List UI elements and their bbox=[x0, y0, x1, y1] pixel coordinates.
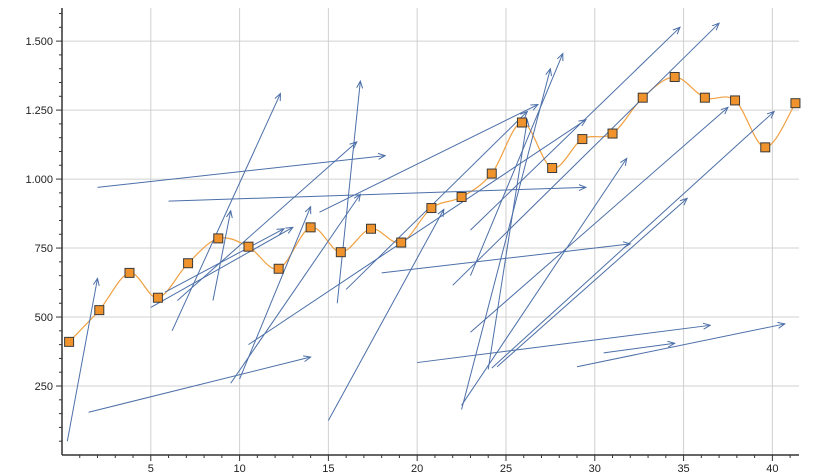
vector-arrow bbox=[491, 111, 774, 369]
vector-arrow bbox=[496, 198, 687, 368]
vector-arrow bbox=[461, 69, 551, 410]
scatter-point bbox=[669, 71, 680, 82]
vector-arrow bbox=[66, 278, 97, 442]
vector-arrow bbox=[97, 156, 386, 188]
vector-arrow bbox=[470, 27, 680, 231]
grid-lines bbox=[62, 8, 799, 455]
scatter-point bbox=[94, 305, 105, 316]
scatter-point bbox=[152, 292, 163, 303]
vector-arrow bbox=[150, 227, 293, 308]
vector-arrow bbox=[168, 187, 586, 202]
scatter-point bbox=[273, 263, 284, 274]
y-tick-label: 1.250 bbox=[25, 105, 53, 117]
y-tick-label: 1.500 bbox=[25, 36, 53, 48]
scatter-point bbox=[486, 168, 497, 179]
scatter-point bbox=[699, 92, 710, 103]
vector-arrow bbox=[171, 94, 280, 332]
vector-arrow bbox=[164, 229, 284, 293]
x-tick-label: 35 bbox=[677, 463, 689, 475]
x-tick-label: 5 bbox=[148, 463, 154, 475]
y-tick-label: 750 bbox=[35, 243, 53, 255]
scatter-point bbox=[547, 163, 558, 174]
vector-arrow bbox=[212, 211, 231, 301]
scatter-point bbox=[760, 142, 771, 153]
vector-arrow bbox=[603, 343, 675, 354]
scatter-point bbox=[243, 241, 254, 252]
scatter-point bbox=[577, 134, 588, 145]
scatter-point bbox=[790, 98, 801, 109]
scatter-point bbox=[183, 258, 194, 269]
scatter-point bbox=[426, 203, 437, 214]
scatter-point bbox=[366, 223, 377, 234]
vector-arrow bbox=[417, 325, 710, 364]
scatter-point bbox=[213, 233, 224, 244]
scatter-point bbox=[335, 247, 346, 258]
scatter-point bbox=[305, 222, 316, 233]
vector-arrow bbox=[177, 142, 356, 301]
scatter-point bbox=[396, 237, 407, 248]
vector-arrow bbox=[248, 120, 585, 346]
scatter-markers bbox=[64, 71, 801, 347]
y-tick-label: 500 bbox=[35, 312, 53, 324]
scatter-point bbox=[516, 117, 527, 128]
scatter-point bbox=[607, 128, 618, 139]
vector-arrows bbox=[66, 23, 785, 442]
vector-arrow bbox=[345, 111, 527, 290]
vector-arrow bbox=[576, 324, 785, 368]
vector-arrow bbox=[88, 357, 311, 413]
scatter-point bbox=[456, 192, 467, 203]
y-tick-label: 250 bbox=[35, 381, 53, 393]
x-tick-label: 15 bbox=[322, 463, 334, 475]
scatter-point bbox=[124, 267, 135, 278]
vector-arrow bbox=[452, 23, 719, 286]
vector-arrow bbox=[230, 194, 361, 384]
x-tick-label: 40 bbox=[766, 463, 778, 475]
axes bbox=[56, 8, 799, 461]
vector-arrow bbox=[470, 107, 728, 333]
x-tick-label: 25 bbox=[500, 463, 512, 475]
vector-arrow bbox=[469, 54, 562, 276]
vector-arrow bbox=[239, 207, 311, 380]
x-tick-label: 30 bbox=[589, 463, 601, 475]
y-tick-label: 1.000 bbox=[25, 174, 53, 186]
vector-arrow bbox=[327, 209, 443, 421]
scatter-point bbox=[637, 92, 648, 103]
vector-arrow bbox=[336, 81, 360, 304]
x-tick-label: 20 bbox=[411, 463, 423, 475]
tick-labels: 5 10 15 20 25 30 35 40 250 500 750 1.000 1.250 1.500 bbox=[25, 36, 778, 475]
scatter-point bbox=[730, 95, 741, 106]
scatter-point bbox=[64, 336, 75, 347]
vector-arrow bbox=[319, 105, 538, 213]
x-tick-label: 10 bbox=[233, 463, 245, 475]
vector-arrow bbox=[487, 120, 527, 370]
